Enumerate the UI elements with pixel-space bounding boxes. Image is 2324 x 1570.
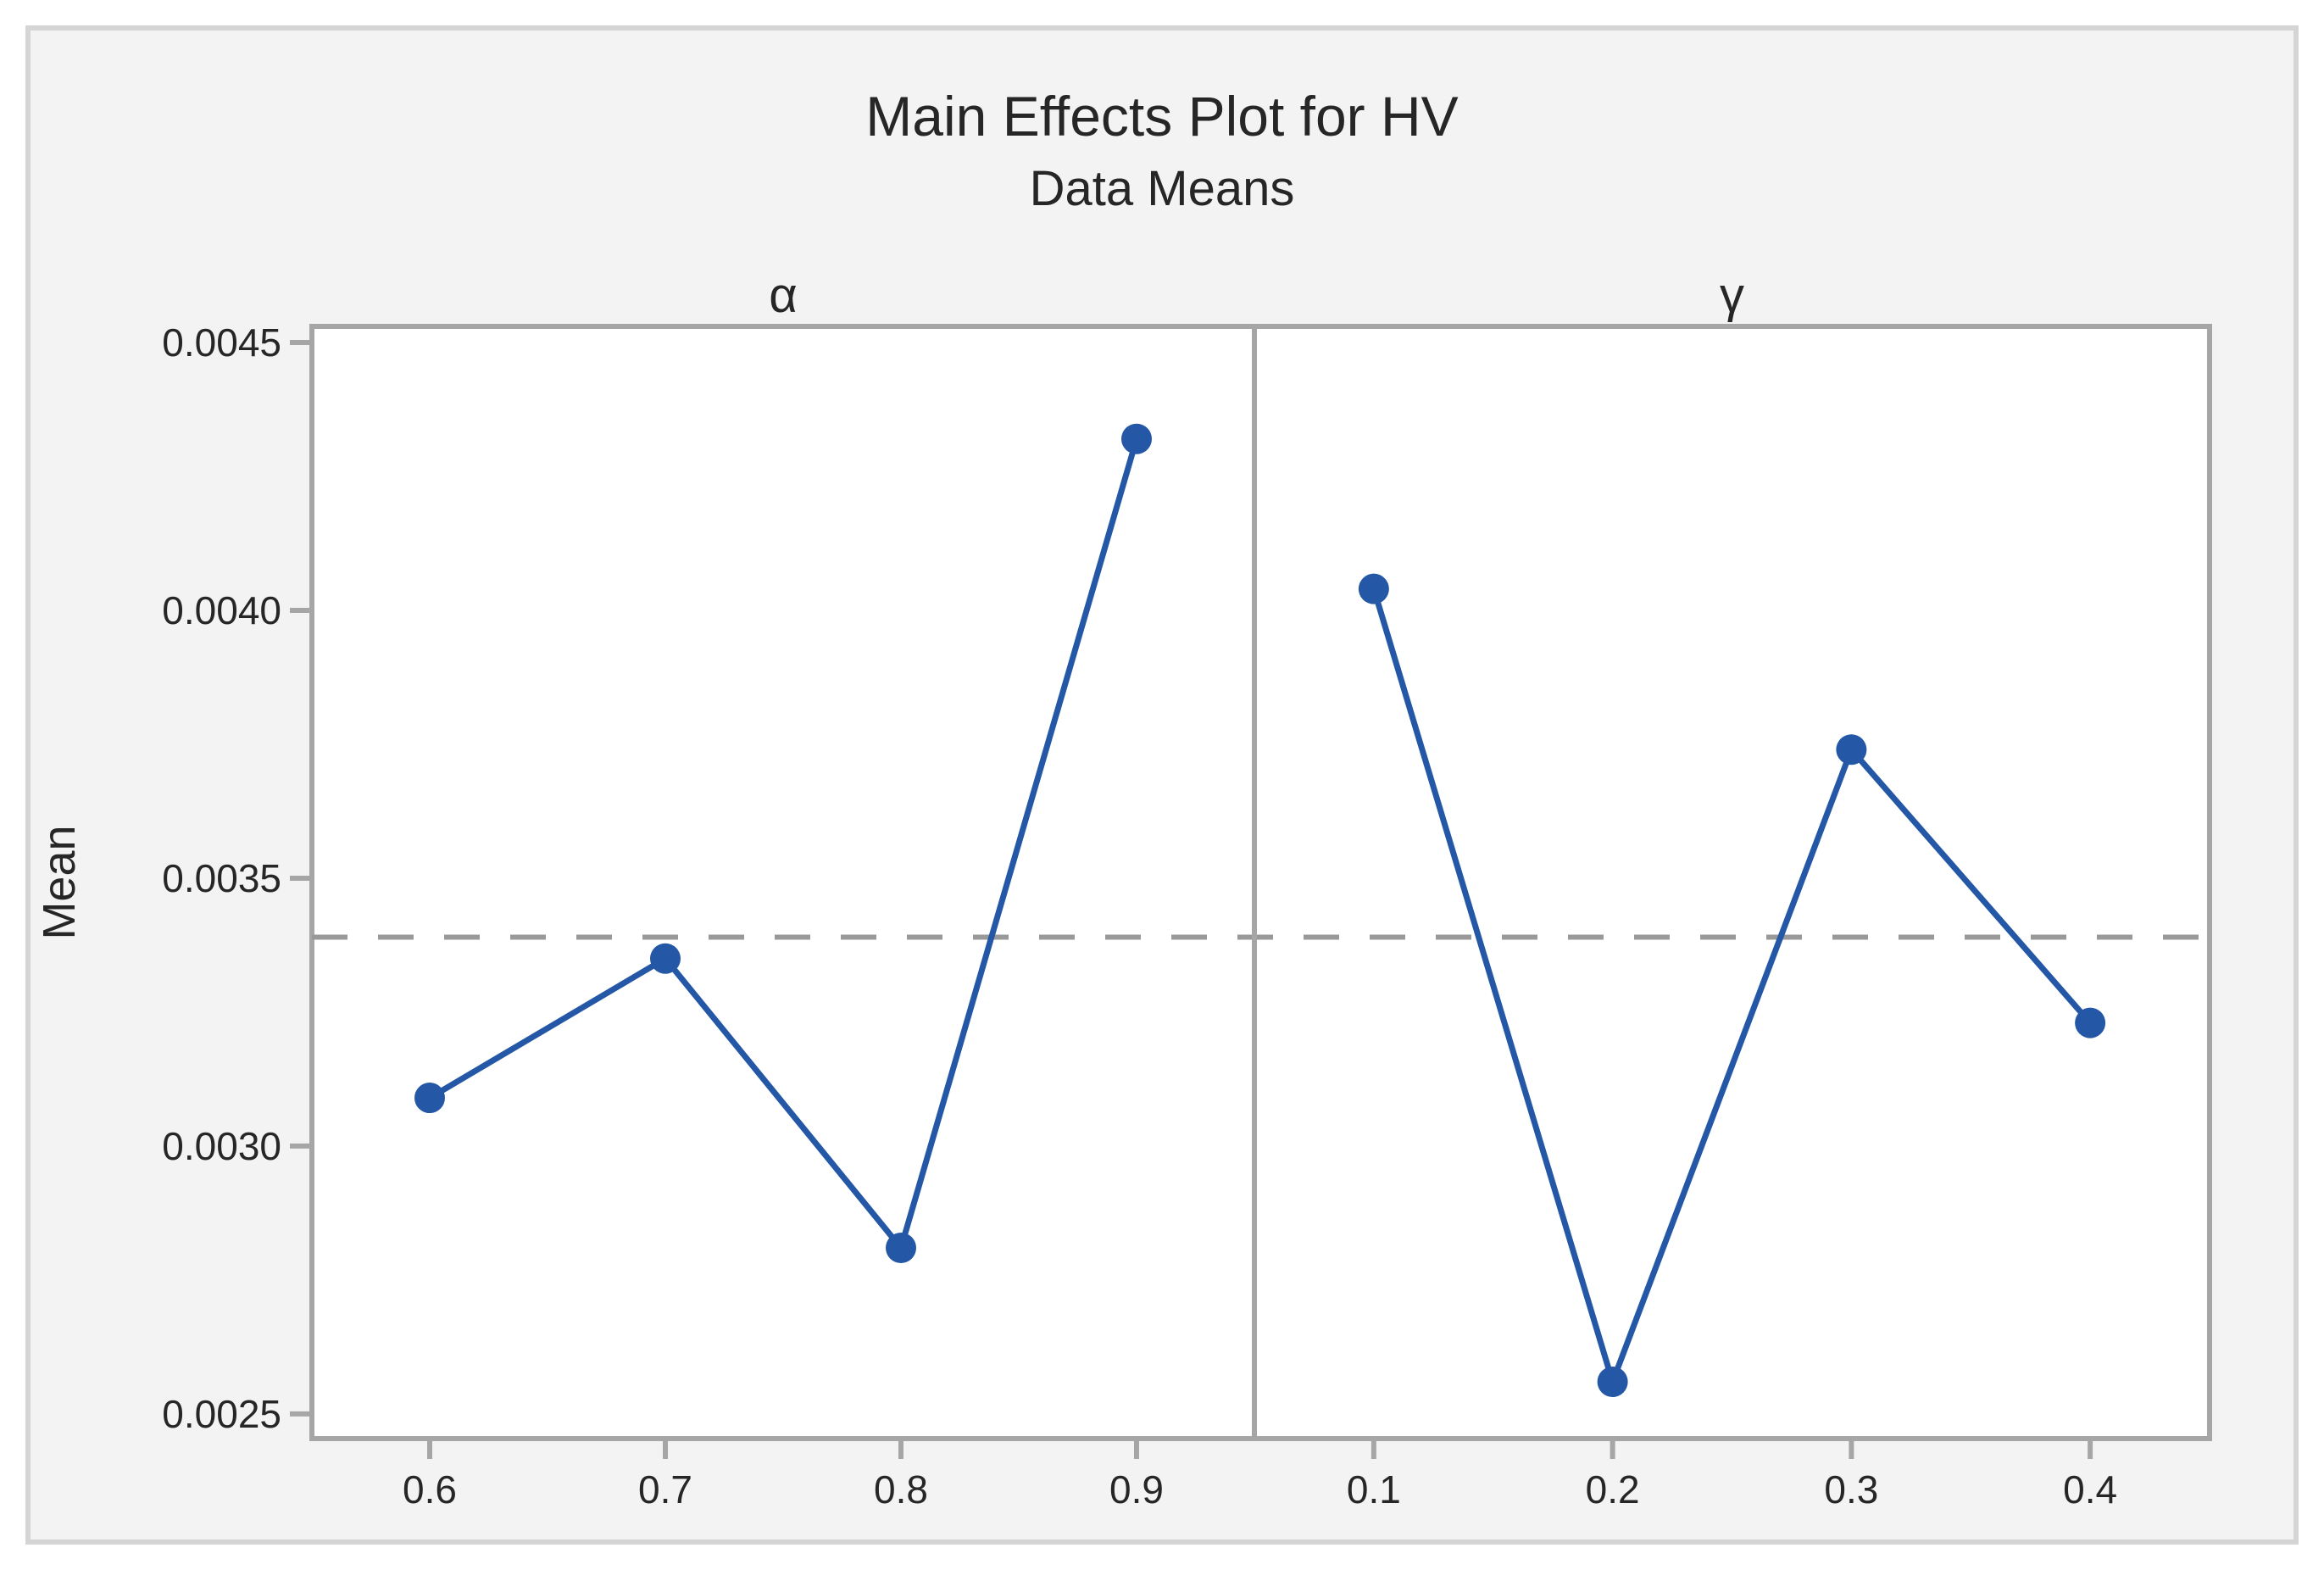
chart-subtitle: Data Means (1029, 161, 1295, 216)
x-tick-label: 0.2 (1586, 1467, 1640, 1512)
x-tick-label: 0.1 (1347, 1467, 1401, 1512)
y-tick-label: 0.0040 (162, 588, 281, 632)
data-point (886, 1233, 916, 1264)
data-point (1121, 423, 1152, 454)
y-axis-title: Mean (34, 825, 85, 939)
plot-area (309, 324, 2212, 1441)
y-tick-label: 0.0030 (162, 1124, 281, 1168)
data-point (1597, 1367, 1628, 1398)
x-tick-label: 0.9 (1109, 1467, 1164, 1512)
panel-label: α (769, 268, 798, 323)
x-tick-label: 0.7 (638, 1467, 692, 1512)
chart-title: Main Effects Plot for HV (865, 85, 1459, 148)
series-line (428, 437, 1140, 1255)
x-tick-label: 0.4 (2063, 1467, 2117, 1512)
data-point (2075, 1007, 2106, 1038)
x-tick-label: 0.8 (874, 1467, 928, 1512)
data-point (650, 943, 681, 974)
data-point (1358, 573, 1389, 604)
data-point (1836, 734, 1867, 766)
y-tick-label: 0.0035 (162, 856, 281, 900)
data-point (414, 1083, 445, 1114)
y-tick-label: 0.0045 (162, 320, 281, 365)
panel-label: γ (1720, 268, 1744, 323)
x-tick-label: 0.3 (1824, 1467, 1878, 1512)
y-tick-label: 0.0025 (162, 1392, 281, 1436)
x-tick-label: 0.6 (403, 1467, 457, 1512)
series-line (1370, 587, 2093, 1391)
